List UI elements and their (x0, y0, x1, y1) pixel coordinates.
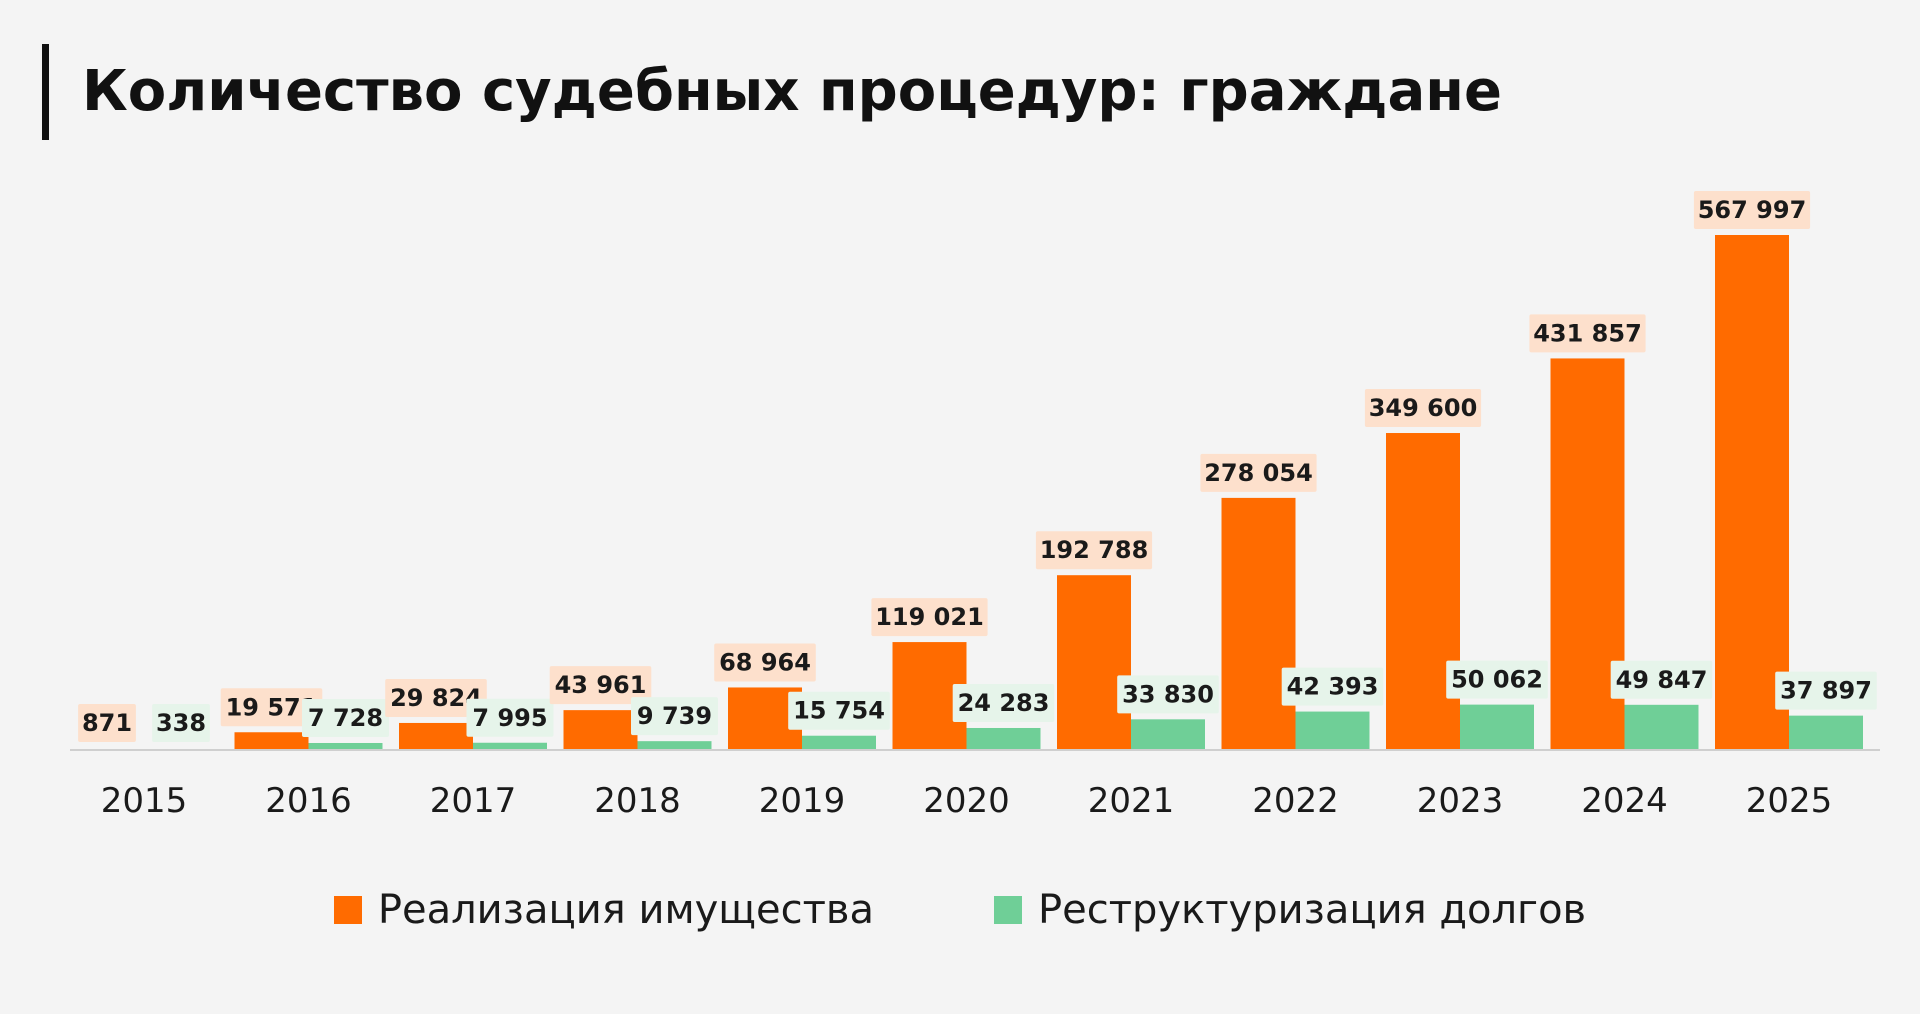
bar-debt-restructuring-2017 (473, 742, 547, 750)
data-label-background (1117, 675, 1219, 714)
data-label-debt-restructuring-2015: 338 (156, 709, 206, 737)
bar-property-sale-2017 (399, 722, 473, 750)
bar-debt-restructuring-2018 (637, 741, 712, 750)
data-label-property-sale-2021: 192 788 (1040, 536, 1149, 564)
bar-debt-restructuring-2020 (966, 727, 1041, 750)
data-label-background (1281, 667, 1384, 706)
data-label-background (871, 598, 988, 637)
data-label-background (714, 643, 816, 682)
bar-property-sale-2022 (1221, 497, 1296, 750)
data-label-background (78, 704, 136, 742)
data-label-property-sale-2019: 68 964 (719, 648, 811, 676)
legend: Реализация имущества Реструктуризация до… (0, 880, 1920, 940)
data-label-background (1775, 671, 1877, 710)
data-label-background (631, 697, 718, 736)
data-label-debt-restructuring-2016: 7 728 (308, 704, 383, 732)
x-tick-label-2025: 2025 (1746, 781, 1833, 821)
x-tick-label-2021: 2021 (1088, 781, 1175, 821)
data-label-background (385, 678, 487, 717)
data-label-property-sale-2024: 431 857 (1533, 319, 1642, 347)
data-label-background (1035, 531, 1153, 570)
data-label-background (549, 666, 652, 705)
x-tick-label-2023: 2023 (1417, 781, 1504, 821)
bar-debt-restructuring-2023 (1460, 704, 1534, 750)
data-label-property-sale-2022: 278 054 (1204, 459, 1313, 487)
bar-property-sale-2021 (1057, 575, 1131, 750)
data-label-property-sale-2020: 119 021 (875, 603, 984, 631)
data-label-debt-restructuring-2024: 49 847 (1616, 666, 1708, 694)
data-label-debt-restructuring-2022: 42 393 (1287, 673, 1379, 701)
x-tick-label-2019: 2019 (759, 781, 846, 821)
legend-item-property-sale: Реализация имущества (333, 887, 874, 933)
data-label-debt-restructuring-2025: 37 897 (1780, 677, 1872, 705)
x-tick-labels-layer: 2015 2016 2017 2018 2019 2020 2021 2022 2023 2024… (101, 781, 1833, 821)
data-label-background (1693, 191, 1811, 229)
bar-property-sale-2025 (1715, 235, 1789, 750)
data-label-debt-restructuring-2018: 9 739 (637, 702, 712, 730)
data-label-debt-restructuring-2019: 15 754 (793, 697, 885, 725)
legend-item-debt-restructuring: Реструктуризация долгов (993, 887, 1587, 933)
x-tick-label-2018: 2018 (594, 781, 681, 821)
data-label-background (1446, 660, 1548, 699)
bar-debt-restructuring-2016 (308, 742, 383, 750)
x-tick-label-2022: 2022 (1252, 781, 1339, 821)
data-label-background (1610, 660, 1713, 699)
bar-property-sale-2018 (563, 710, 638, 750)
data-label-debt-restructuring-2017: 7 995 (472, 704, 547, 732)
bar-debt-restructuring-2024 (1624, 704, 1699, 750)
green-square-swatch-icon (993, 896, 1022, 924)
data-label-property-sale-2018: 43 961 (555, 671, 647, 699)
data-label-background (1200, 453, 1317, 492)
data-label-background (1364, 389, 1482, 428)
data-label-background (1529, 314, 1646, 353)
data-label-property-sale-2015: 871 (82, 709, 132, 737)
data-label-debt-restructuring-2020: 24 283 (958, 689, 1050, 717)
x-tick-label-2017: 2017 (430, 781, 517, 821)
data-label-background (220, 688, 323, 727)
x-tick-label-2020: 2020 (923, 781, 1010, 821)
orange-square-swatch-icon (333, 896, 362, 924)
data-label-background (302, 698, 389, 737)
bar-debt-restructuring-2021 (1131, 719, 1205, 750)
data-label-debt-restructuring-2023: 50 062 (1451, 666, 1543, 694)
page-title: Количество судебных процедур: граждане (82, 59, 1502, 124)
data-label-debt-restructuring-2021: 33 830 (1122, 680, 1214, 708)
bar-property-sale-2023 (1386, 433, 1460, 750)
x-tick-label-2016: 2016 (265, 781, 352, 821)
data-label-background (466, 698, 554, 737)
data-label-background (952, 683, 1055, 722)
data-label-property-sale-2023: 349 600 (1369, 394, 1478, 422)
legend-label-property-sale: Реализация имущества (377, 887, 874, 933)
bar-property-sale-2016 (234, 732, 309, 750)
data-label-property-sale-2025: 567 997 (1698, 196, 1807, 224)
bars-layer (70, 235, 1863, 750)
legend-label-debt-restructuring: Реструктуризация долгов (1037, 887, 1587, 933)
data-label-background (152, 704, 210, 742)
x-tick-label-2015: 2015 (101, 781, 188, 821)
bar-debt-restructuring-2025 (1789, 715, 1863, 750)
title-accent-bar (42, 44, 49, 140)
bar-debt-restructuring-2022 (1295, 711, 1370, 750)
x-tick-label-2024: 2024 (1581, 781, 1668, 821)
bar-debt-restructuring-2019 (802, 735, 876, 750)
data-label-background (788, 691, 890, 730)
